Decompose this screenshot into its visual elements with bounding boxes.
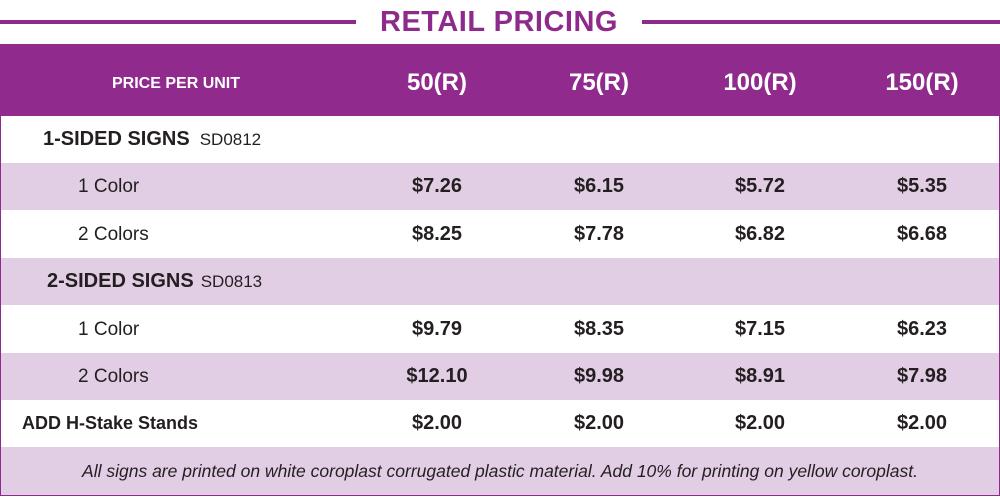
title-bar: RETAIL PRICING — [0, 0, 1000, 46]
price-cell: $8.91 — [734, 365, 786, 387]
price-cell: $9.79 — [411, 318, 463, 340]
table-row: 1 Color $9.79 $8.35 $7.15 $6.23 — [1, 306, 999, 353]
price-cell: $7.78 — [573, 223, 625, 245]
table-row: 1 Color $7.26 $6.15 $5.72 $5.35 — [1, 163, 999, 210]
title-divider-right — [642, 20, 1000, 24]
price-cell: $6.15 — [573, 175, 625, 197]
header-col-50: 50(R) — [406, 69, 467, 96]
row-label: 1 Color — [78, 319, 140, 340]
section-title: 1-SIDED SIGNS SD0812 — [43, 116, 261, 163]
price-cell: $12.10 — [406, 365, 468, 387]
header-label: PRICE PER UNIT — [112, 75, 241, 92]
table-row: 2 Colors $12.10 $9.98 $8.91 $7.98 — [1, 353, 999, 400]
price-cell: $8.35 — [573, 318, 625, 340]
price-cell: $2.00 — [734, 412, 786, 434]
title-divider-left — [0, 20, 356, 24]
addon-label: ADD H-Stake Stands — [22, 413, 199, 433]
row-label: 1 Color — [78, 176, 140, 197]
price-cell: $9.98 — [573, 365, 625, 387]
price-cell: $7.26 — [411, 175, 463, 197]
price-cell: $5.72 — [734, 175, 786, 197]
price-cell: $6.82 — [734, 223, 786, 245]
table-row: 2 Colors $8.25 $7.78 $6.82 $6.68 — [1, 211, 999, 258]
row-label: 2 Colors — [78, 224, 149, 245]
footnote: All signs are printed on white coroplast… — [1, 447, 999, 495]
price-cell: $5.35 — [896, 175, 948, 197]
price-cell: $2.00 — [573, 412, 625, 434]
price-cell: $8.25 — [411, 223, 463, 245]
page-title: RETAIL PRICING — [380, 6, 618, 38]
addon-row: ADD H-Stake Stands $2.00 $2.00 $2.00 $2.… — [1, 400, 999, 447]
header-col-100: 100(R) — [723, 69, 797, 96]
section-row-2-sided: 2-SIDED SIGNS SD0813 — [1, 258, 999, 305]
header-col-75: 75(R) — [568, 69, 629, 96]
price-cell: $6.68 — [896, 223, 948, 245]
section-name: 1-SIDED SIGNS — [43, 128, 190, 150]
price-cell: $2.00 — [411, 412, 463, 434]
header-col-150: 150(R) — [885, 69, 959, 96]
price-cell: $2.00 — [896, 412, 948, 434]
price-cell: $6.23 — [896, 318, 948, 340]
table-header: PRICE PER UNIT 50(R) 75(R) 100(R) 150(R) — [0, 44, 1000, 116]
section-title: 2-SIDED SIGNS SD0813 — [47, 258, 262, 305]
section-code: SD0813 — [200, 272, 263, 291]
section-code: SD0812 — [199, 130, 262, 149]
section-name: 2-SIDED SIGNS — [47, 270, 194, 292]
section-row-1-sided: 1-SIDED SIGNS SD0812 — [1, 116, 999, 163]
row-label: 2 Colors — [78, 366, 149, 387]
price-cell: $7.98 — [896, 365, 948, 387]
price-cell: $7.15 — [734, 318, 786, 340]
